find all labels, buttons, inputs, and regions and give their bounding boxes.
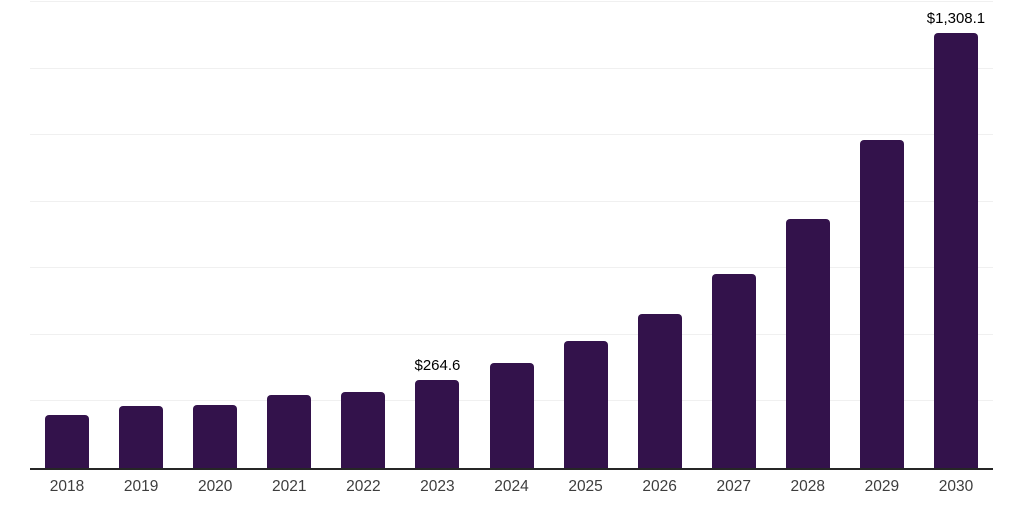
bar — [637, 313, 682, 468]
plot-area: $264.6 $1,308.1 — [30, 0, 993, 470]
x-axis-label: 2026 — [642, 478, 677, 495]
x-axis-label: 2029 — [864, 478, 900, 495]
x-axis-label: 2019 — [123, 478, 159, 495]
x-axis-label: 2025 — [568, 478, 603, 495]
x-axis-label: 2020 — [197, 478, 233, 495]
x-axis-label: 2028 — [790, 478, 826, 495]
gridline — [30, 200, 993, 202]
bar — [489, 363, 534, 468]
bar — [933, 32, 978, 468]
bar — [193, 405, 238, 468]
gridline — [30, 134, 993, 136]
bar — [45, 415, 90, 468]
x-axis-label: 2030 — [938, 478, 974, 495]
bar — [859, 140, 904, 468]
bar — [563, 340, 608, 468]
bar-value-label: $264.6 — [414, 356, 461, 374]
bar — [785, 219, 830, 468]
bar — [267, 395, 312, 468]
bar — [415, 379, 460, 468]
gridline — [30, 333, 993, 335]
x-axis-label: 2018 — [49, 478, 85, 495]
x-axis-label: 2023 — [420, 478, 455, 495]
x-axis-label: 2022 — [346, 478, 381, 495]
gridline — [30, 267, 993, 269]
gridline — [30, 67, 993, 69]
x-axis-label: 2024 — [494, 478, 529, 495]
gridline — [30, 1, 993, 2]
x-axis-label: 2027 — [716, 478, 751, 495]
bar — [341, 392, 386, 468]
bar-value-label: $1,308.1 — [926, 9, 986, 27]
bar — [119, 406, 164, 468]
x-axis: 2018 2019 2020 2021 2022 2023 2024 2025 2026 2027… — [30, 478, 993, 502]
x-axis-label: 2021 — [272, 478, 307, 495]
bar — [711, 273, 756, 468]
